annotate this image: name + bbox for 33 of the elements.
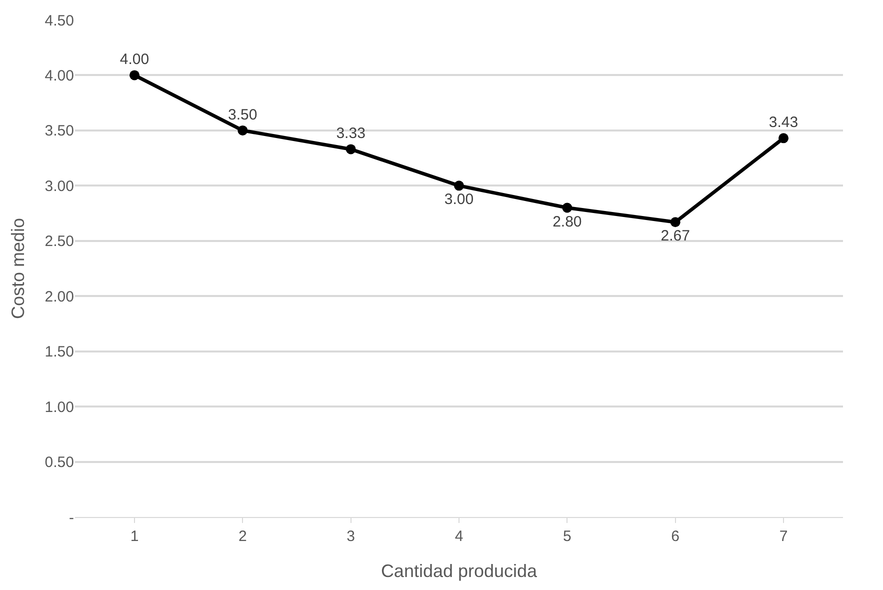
point — [238, 125, 248, 136]
x-tick-label: 1 — [130, 528, 139, 545]
point — [778, 133, 789, 144]
point — [129, 70, 140, 80]
x-tick-label: 7 — [779, 528, 788, 545]
point — [346, 144, 356, 154]
y-axis-title: Costo medio — [8, 218, 28, 320]
y-tick-label: 2.00 — [44, 288, 74, 306]
y-tick-label: 4.50 — [44, 12, 74, 30]
data-label: 3.00 — [444, 191, 474, 208]
y-tick-label: 4.00 — [44, 67, 74, 84]
x-axis-title: Cantidad producida — [380, 561, 538, 582]
point — [454, 180, 464, 191]
data-label: 2.80 — [552, 213, 582, 230]
x-tick-label: 6 — [671, 528, 680, 545]
y-tick-label: 1.00 — [44, 398, 74, 416]
x-tick-label: 2 — [238, 528, 247, 545]
x-tick-label: 4 — [454, 528, 464, 545]
y-tick-label: 3.50 — [44, 122, 74, 140]
point — [562, 202, 572, 213]
x-tick-label: 5 — [563, 528, 572, 545]
y-tick-label: 1.50 — [44, 344, 74, 361]
data-label: 2.67 — [660, 228, 690, 245]
y-tick-label: - — [69, 509, 74, 526]
y-tick-label: 3.00 — [44, 178, 74, 195]
y-tick-label: 2.50 — [44, 233, 74, 250]
data-label: 4.00 — [120, 51, 150, 68]
point — [670, 217, 680, 228]
y-tick-label: 0.50 — [44, 454, 74, 472]
data-label: 3.50 — [228, 106, 258, 124]
data-label: 3.43 — [768, 114, 798, 132]
x-tick-label: 3 — [346, 528, 355, 545]
data-label: 3.33 — [336, 125, 366, 142]
